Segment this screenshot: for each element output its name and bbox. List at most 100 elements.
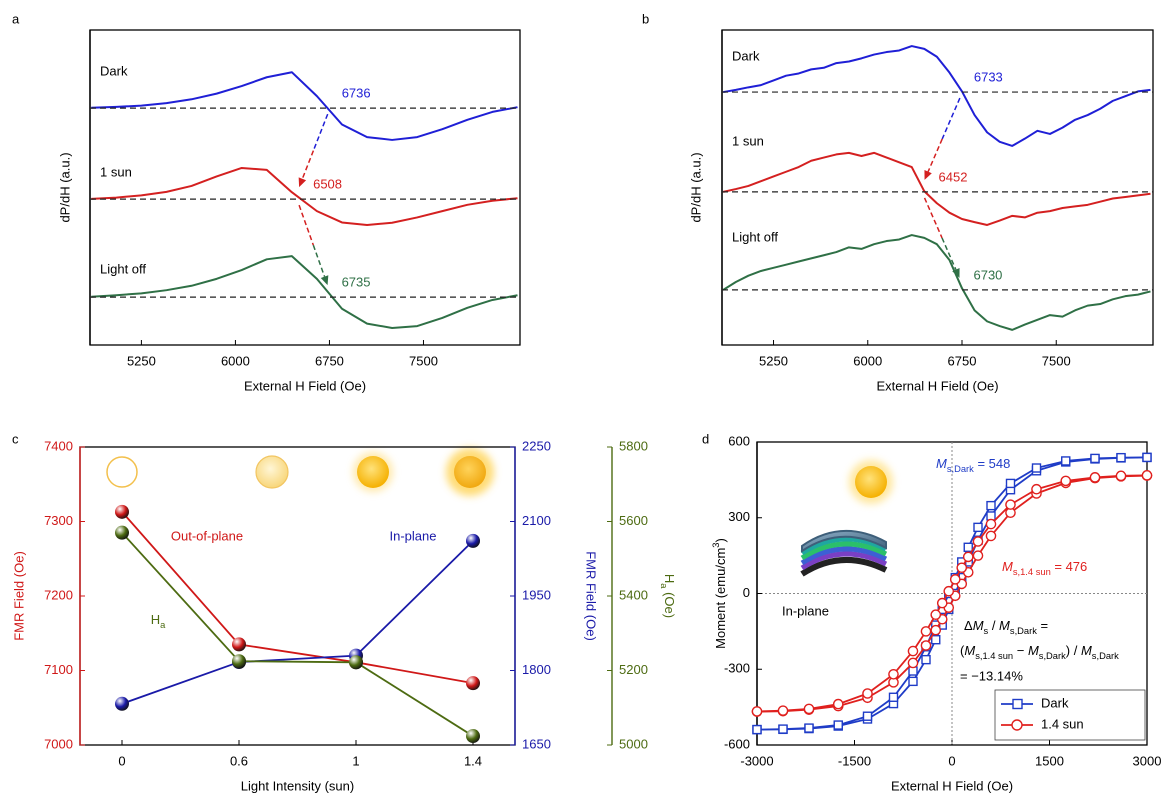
data-point xyxy=(804,723,814,733)
y-tick-label: 0 xyxy=(743,585,750,600)
y3-axis-label: Ha (Oe) xyxy=(659,574,677,618)
text-run: / xyxy=(988,618,999,633)
text-run: s xyxy=(984,626,989,636)
data-point xyxy=(115,696,129,711)
series-label: Ha xyxy=(151,612,166,630)
legend-marker xyxy=(1012,698,1023,710)
film-layer xyxy=(801,530,887,553)
data-point xyxy=(949,574,961,585)
text-run: a xyxy=(160,620,166,630)
y-axis-label: dP/dH (a.u.) xyxy=(57,152,72,222)
x-tick-label: 5250 xyxy=(127,353,156,368)
resonance-label: 6735 xyxy=(342,275,371,290)
legend-box xyxy=(994,689,1146,741)
legend-marker xyxy=(1011,719,1023,731)
shift-arrow xyxy=(298,204,315,246)
shift-arrow xyxy=(927,138,943,172)
data-point xyxy=(931,635,941,645)
y3-tick-label: 5400 xyxy=(619,587,648,602)
series-label: Dark xyxy=(100,63,128,78)
data-point xyxy=(920,640,932,651)
series-line xyxy=(91,255,518,329)
data-point xyxy=(751,706,763,717)
data-point xyxy=(956,562,968,574)
y-tick-label: 7400 xyxy=(44,438,73,453)
text-run: M xyxy=(973,618,984,633)
data-point xyxy=(777,705,789,716)
x-tick-label: 7500 xyxy=(409,353,438,368)
text-run: a xyxy=(659,583,669,589)
data-point xyxy=(930,609,942,621)
text-run: M xyxy=(1002,559,1013,574)
data-point xyxy=(936,597,948,609)
series-line xyxy=(722,234,1151,331)
film-layer xyxy=(800,557,888,577)
text-run: ) / xyxy=(1066,643,1081,658)
data-point xyxy=(466,676,480,691)
text-run: s,1.4 sun xyxy=(975,651,1013,661)
x-tick-label: 6750 xyxy=(315,353,344,368)
data-point xyxy=(862,711,873,721)
shift-arrow xyxy=(312,244,326,277)
shift-arrow xyxy=(941,237,957,270)
light-icons xyxy=(106,448,494,496)
text-run: Δ xyxy=(964,618,973,633)
text-run: H xyxy=(662,574,677,583)
y2-tick-label: 2100 xyxy=(522,513,551,528)
y-tick-label: 300 xyxy=(728,509,750,524)
plot-frame xyxy=(79,446,516,746)
text-run: H xyxy=(151,612,160,627)
plot-frame xyxy=(721,29,1154,346)
data-point xyxy=(907,657,919,669)
text-run: s,Dark xyxy=(1092,651,1119,661)
y-tick-label: -300 xyxy=(724,661,750,676)
annotation: (Ms,1.4 sun − Ms,Dark) / Ms,Dark xyxy=(960,643,1119,661)
y3-tick-label: 5600 xyxy=(619,513,648,528)
panel-label: b xyxy=(642,11,649,26)
series-label: Light off xyxy=(732,229,778,244)
panel-label: a xyxy=(12,11,20,26)
resonance-label: 6730 xyxy=(973,267,1002,282)
series-line xyxy=(723,45,1151,147)
x-tick-label: 6000 xyxy=(221,353,250,368)
data-point xyxy=(1061,456,1071,466)
text-run: M xyxy=(964,643,975,658)
x-axis-label: External H Field (Oe) xyxy=(891,778,1013,793)
film-layer xyxy=(800,541,888,561)
data-point xyxy=(832,698,844,710)
shift-arrow xyxy=(941,97,961,140)
y-axis-label: Moment (emu/cm3) xyxy=(711,538,728,649)
data-point xyxy=(1031,463,1042,473)
data-point xyxy=(833,720,843,730)
data-point xyxy=(466,533,480,548)
text-run: s,Dark xyxy=(1010,626,1037,636)
series-line xyxy=(91,71,518,141)
sun-icon xyxy=(855,466,887,498)
x-tick-label: 1.4 xyxy=(464,753,482,768)
x-tick-label: 0 xyxy=(948,753,955,768)
y2-tick-label: 1800 xyxy=(522,662,551,677)
y-tick-label: -600 xyxy=(724,736,750,751)
text-run: s,1.4 sun xyxy=(1013,567,1051,577)
data-point xyxy=(1089,472,1101,483)
resonance-label: 6733 xyxy=(974,69,1003,84)
text-run: 3 xyxy=(711,543,721,548)
data-point xyxy=(962,551,974,563)
y-tick-label: 7100 xyxy=(44,662,73,677)
data-point xyxy=(888,692,899,702)
x-tick-label: 1500 xyxy=(1035,753,1064,768)
panel-label: d xyxy=(702,431,709,446)
y2-axis-label: FMR Field (Oe) xyxy=(584,551,599,641)
data-point xyxy=(907,645,919,657)
data-point xyxy=(1005,478,1016,489)
data-point xyxy=(908,676,918,687)
data-point xyxy=(972,536,984,547)
text-run: M xyxy=(936,456,947,471)
data-point xyxy=(1090,453,1100,464)
arrow-head xyxy=(298,177,307,188)
series-label: In-plane xyxy=(390,528,437,543)
shift-arrow xyxy=(312,113,329,151)
text-run: = 476 xyxy=(1051,559,1088,574)
series-line xyxy=(723,151,1151,226)
sample-illustration xyxy=(800,460,893,577)
